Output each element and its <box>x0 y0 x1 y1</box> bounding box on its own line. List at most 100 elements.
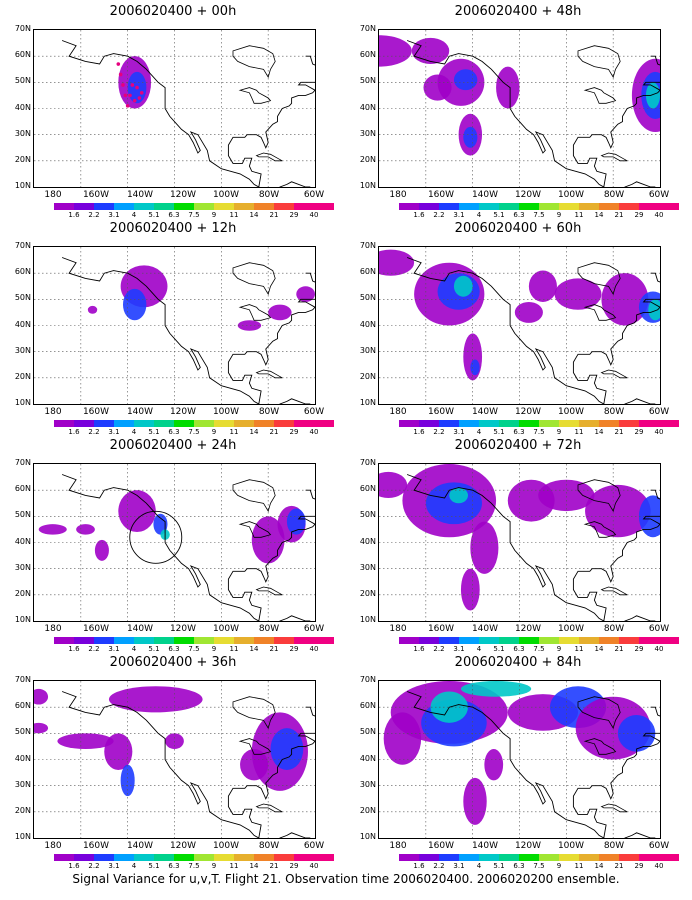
colorbar-swatch <box>74 203 94 210</box>
colorbar-label: 3.1 <box>108 862 120 870</box>
lon-label: 120W <box>169 190 197 200</box>
colorbar-swatch <box>254 420 274 427</box>
signal-contour <box>425 482 483 525</box>
lat-label: 50N <box>359 727 376 737</box>
colorbar-swatch <box>174 854 194 861</box>
colorbar-swatch <box>314 637 334 644</box>
colorbar-label: 21 <box>614 211 624 219</box>
coastline <box>583 304 617 321</box>
colorbar-label: 11 <box>574 862 584 870</box>
lon-label: 60W <box>648 841 670 851</box>
lon-label: 120W <box>169 407 197 417</box>
colorbar-swatch <box>294 637 314 644</box>
lon-label: 140W <box>126 190 154 200</box>
colorbar-label: 9 <box>211 645 217 653</box>
coastline <box>406 40 656 187</box>
panel-title: 2006020400 + 72h <box>454 438 582 453</box>
lat-label: 60N <box>14 267 31 277</box>
colorbar-label: 7.5 <box>188 862 200 870</box>
colorbar-swatch <box>399 203 419 210</box>
colorbar-swatch <box>74 854 94 861</box>
colorbar-swatch <box>254 203 274 210</box>
colorbar-label: 21 <box>269 428 279 436</box>
lat-label: 40N <box>14 102 31 112</box>
lat-label: 70N <box>14 24 31 33</box>
coastline <box>238 738 272 755</box>
lon-label: 100W <box>212 190 240 200</box>
lat-label: 30N <box>14 345 31 355</box>
lon-label: 60W <box>303 190 325 200</box>
colorbar-label: 40 <box>654 211 664 219</box>
lat-label: 40N <box>14 753 31 763</box>
signal-contour <box>463 126 478 148</box>
colorbar-swatch <box>154 637 174 644</box>
lat-label: 30N <box>14 128 31 138</box>
lat-label: 30N <box>14 562 31 572</box>
colorbar-label: 11 <box>229 428 239 436</box>
colorbar-swatch <box>419 203 439 210</box>
colorbar <box>399 203 679 210</box>
map-panel <box>378 680 661 839</box>
lon-label: 140W <box>126 407 154 417</box>
lat-label: 20N <box>14 154 31 164</box>
panel-title: 2006020400 + 60h <box>454 221 582 236</box>
coastline <box>232 696 276 730</box>
colorbar-label: 5.1 <box>148 862 160 870</box>
signal-contour <box>379 471 408 499</box>
colorbar-swatch <box>659 637 679 644</box>
colorbar-label: 5.1 <box>493 645 505 653</box>
signal-contour <box>268 304 292 321</box>
observation-point <box>123 93 128 98</box>
lon-label: 120W <box>169 624 197 634</box>
colorbar-swatch <box>439 854 459 861</box>
lat-label: 10N <box>359 181 376 190</box>
lat-label: 50N <box>14 76 31 86</box>
colorbar-label: 1.6 <box>68 211 80 219</box>
colorbar-label: 7.5 <box>533 211 545 219</box>
colorbar-label: 11 <box>574 428 584 436</box>
signal-contour <box>484 749 504 781</box>
map-panel <box>378 29 661 188</box>
coastline <box>255 803 283 813</box>
lat-label: 60N <box>14 701 31 711</box>
colorbar-label: 29 <box>289 211 299 219</box>
lat-label: 30N <box>359 562 376 572</box>
colorbar-label: 6.3 <box>513 862 525 870</box>
lon-label: 160W <box>427 841 455 851</box>
colorbar-swatch <box>114 420 134 427</box>
colorbar-swatch <box>214 637 234 644</box>
observation-point <box>116 62 121 66</box>
colorbar-label: 6.3 <box>513 645 525 653</box>
colorbar-label: 29 <box>289 645 299 653</box>
coastline <box>61 691 311 838</box>
observation-point <box>121 83 125 87</box>
colorbar-swatch <box>234 420 254 427</box>
colorbar-swatch <box>479 637 499 644</box>
colorbar-swatch <box>459 420 479 427</box>
colorbar-label: 3.1 <box>108 645 120 653</box>
colorbar-swatch <box>619 203 639 210</box>
colorbar-swatch <box>599 203 619 210</box>
map-panel <box>33 463 316 622</box>
colorbar-label: 40 <box>309 645 319 653</box>
coastline <box>577 479 621 513</box>
colorbar-label: 14 <box>594 862 604 870</box>
lon-label: 180 <box>389 841 407 851</box>
colorbar-label: 2.2 <box>433 428 445 436</box>
observation-point <box>139 91 144 95</box>
coastline <box>227 706 315 838</box>
colorbar-swatch <box>134 854 154 861</box>
lat-label: 20N <box>14 805 31 815</box>
signal-contour <box>379 35 412 67</box>
colorbar-swatch <box>559 420 579 427</box>
colorbar-label: 2.2 <box>88 211 100 219</box>
colorbar-swatch <box>134 203 154 210</box>
lon-label: 140W <box>471 407 499 417</box>
lon-label: 120W <box>514 841 542 851</box>
map-canvas <box>379 30 660 187</box>
lon-label: 80W <box>603 841 625 851</box>
signal-contour <box>237 320 262 331</box>
colorbar-swatch <box>234 854 254 861</box>
signal-contour <box>104 733 133 770</box>
colorbar-swatch <box>114 637 134 644</box>
